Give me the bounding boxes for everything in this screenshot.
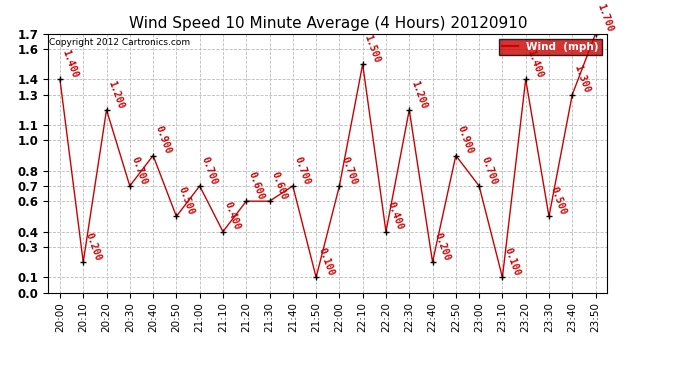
Text: 0.200: 0.200 bbox=[83, 231, 103, 262]
Title: Wind Speed 10 Minute Average (4 Hours) 20120910: Wind Speed 10 Minute Average (4 Hours) 2… bbox=[128, 16, 527, 31]
Text: 0.500: 0.500 bbox=[177, 185, 196, 216]
Text: 1.300: 1.300 bbox=[572, 64, 592, 94]
Text: 0.700: 0.700 bbox=[199, 155, 219, 186]
Text: 0.700: 0.700 bbox=[479, 155, 499, 186]
Text: 1.200: 1.200 bbox=[106, 79, 126, 110]
Text: 0.700: 0.700 bbox=[130, 155, 149, 186]
Text: 1.500: 1.500 bbox=[363, 33, 382, 64]
Legend: Wind  (mph): Wind (mph) bbox=[500, 39, 602, 55]
Text: 0.700: 0.700 bbox=[339, 155, 359, 186]
Text: 1.400: 1.400 bbox=[526, 48, 545, 80]
Text: 0.200: 0.200 bbox=[433, 231, 452, 262]
Text: 0.100: 0.100 bbox=[316, 246, 335, 277]
Text: 0.500: 0.500 bbox=[549, 185, 569, 216]
Text: 1.400: 1.400 bbox=[60, 48, 79, 80]
Text: 0.900: 0.900 bbox=[456, 124, 475, 156]
Text: 0.600: 0.600 bbox=[246, 170, 266, 201]
Text: 0.700: 0.700 bbox=[293, 155, 313, 186]
Text: 0.100: 0.100 bbox=[502, 246, 522, 277]
Text: 0.900: 0.900 bbox=[153, 124, 172, 156]
Text: 1.700: 1.700 bbox=[595, 3, 615, 34]
Text: 0.400: 0.400 bbox=[386, 201, 406, 232]
Text: 0.600: 0.600 bbox=[270, 170, 289, 201]
Text: 0.400: 0.400 bbox=[223, 201, 242, 232]
Text: 1.200: 1.200 bbox=[409, 79, 428, 110]
Text: Copyright 2012 Cartronics.com: Copyright 2012 Cartronics.com bbox=[50, 38, 190, 46]
